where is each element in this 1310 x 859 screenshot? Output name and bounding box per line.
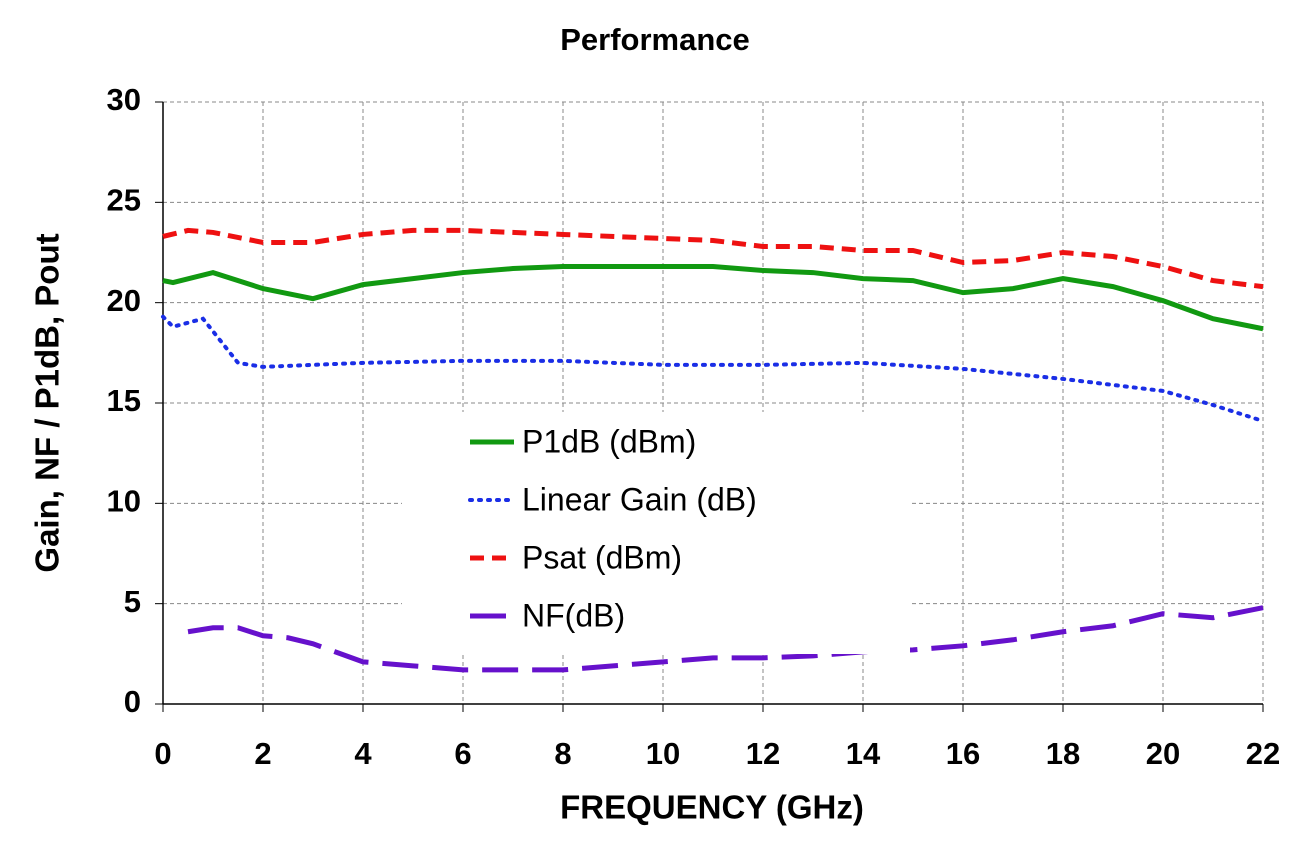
x-tick-label: 6 bbox=[454, 736, 471, 771]
y-tick-label: 30 bbox=[107, 82, 141, 117]
legend-label: P1dB (dBm) bbox=[522, 423, 696, 459]
series-line bbox=[162, 264, 1264, 332]
series-line bbox=[187, 605, 1264, 673]
y-tick-label: 20 bbox=[107, 283, 141, 318]
x-tick-label: 18 bbox=[1046, 736, 1080, 771]
legend-label: Psat (dBm) bbox=[522, 539, 682, 575]
x-tick-label: 4 bbox=[354, 736, 372, 771]
series-line bbox=[162, 227, 1264, 290]
x-tick-label: 0 bbox=[154, 736, 171, 771]
y-tick-label: 5 bbox=[124, 584, 141, 619]
y-tick-label: 10 bbox=[107, 484, 141, 519]
legend-label: NF(dB) bbox=[522, 597, 625, 633]
y-tick-label: 25 bbox=[107, 183, 141, 218]
x-tick-label: 22 bbox=[1246, 736, 1280, 771]
series-line bbox=[161, 314, 1265, 424]
x-tick-label: 14 bbox=[846, 736, 881, 771]
x-tick-label: 8 bbox=[554, 736, 571, 771]
x-tick-label: 20 bbox=[1146, 736, 1180, 771]
y-axis-label: Gain, NF / P1dB, Pout bbox=[29, 233, 66, 572]
y-tick-label: 0 bbox=[124, 684, 141, 719]
x-tick-label: 10 bbox=[646, 736, 680, 771]
x-tick-label: 12 bbox=[746, 736, 780, 771]
y-tick-label: 15 bbox=[107, 383, 141, 418]
x-axis-label: FREQUENCY (GHz) bbox=[560, 789, 864, 826]
x-tick-label: 16 bbox=[946, 736, 980, 771]
chart-title: Performance bbox=[560, 22, 750, 57]
legend-label: Linear Gain (dB) bbox=[522, 481, 757, 517]
x-tick-label: 2 bbox=[254, 736, 271, 771]
